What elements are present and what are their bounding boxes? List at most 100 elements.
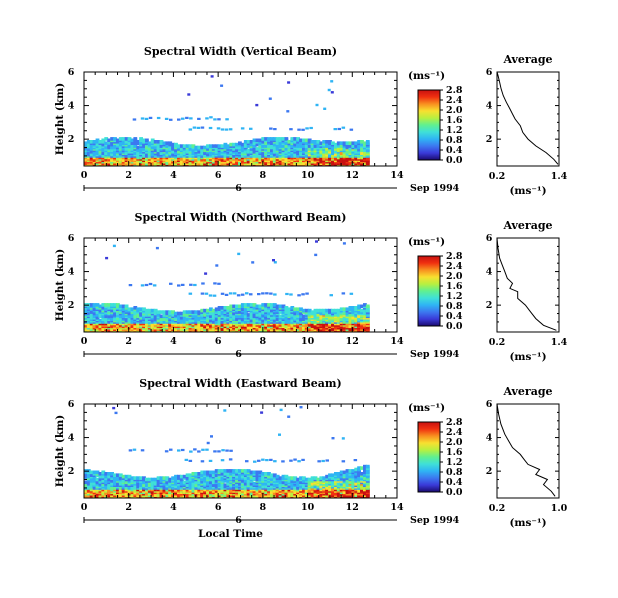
heatmap-cell [272, 316, 277, 320]
heatmap-cell [252, 303, 257, 307]
heatmap-cell [316, 313, 321, 317]
heatmap-cell [269, 458, 273, 461]
heatmap-cell [217, 318, 222, 323]
heatmap-cell [339, 151, 344, 155]
heatmap-cell [204, 272, 208, 275]
heatmap-cell [209, 116, 213, 119]
heatmap-cell [267, 472, 271, 476]
heatmap-cell [104, 137, 109, 141]
heatmap-cell [313, 308, 318, 313]
heatmap-cell [287, 140, 292, 144]
heatmap-cell [261, 458, 265, 461]
heatmap-cell [203, 145, 207, 150]
heatmap-cell [238, 141, 242, 145]
heatmap-cell [116, 138, 120, 143]
heatmap-cell [142, 480, 146, 485]
heatmap-cell [255, 470, 260, 475]
heatmap-cell [261, 140, 266, 144]
heatmap-cell [319, 476, 324, 480]
heatmap-cell [365, 140, 370, 144]
heatmap-cell [206, 470, 210, 475]
heatmap-cell [171, 145, 175, 150]
avg-x-tick: 1.0 [551, 503, 568, 514]
heatmap-cell [319, 316, 324, 320]
heatmap-cell [360, 151, 364, 155]
heatmap-cell [162, 484, 167, 489]
heatmap-cell [321, 459, 325, 463]
heatmap-cell [118, 480, 123, 485]
heatmap-cell [213, 282, 217, 285]
heatmap-cell [201, 282, 205, 285]
heatmap-cell [206, 144, 210, 148]
heatmap-cell [226, 469, 231, 473]
heatmap-cell [316, 477, 321, 482]
heatmap-cell [182, 316, 187, 320]
heatmap-cell [177, 316, 181, 320]
heatmap-cell [273, 128, 277, 131]
heatmap-cell [240, 307, 245, 311]
heatmap-cell [118, 142, 123, 147]
heatmap-cell [243, 303, 248, 307]
heatmap-cell [210, 75, 214, 78]
heatmap-cell [334, 142, 338, 147]
heatmap-cell [121, 474, 126, 479]
date-day: 6 [235, 349, 242, 360]
heatmap-cell [142, 476, 146, 480]
heatmap-cell [333, 128, 337, 131]
heatmap-cell [354, 141, 359, 145]
heatmap-cell [304, 477, 309, 482]
heatmap-cell [319, 484, 324, 489]
heatmap-cell [159, 140, 164, 144]
heatmap-cell [223, 306, 228, 310]
heatmap-cell [310, 310, 315, 314]
heatmap-cell [174, 474, 178, 479]
heatmap-cell [284, 144, 289, 148]
heatmap-cell [341, 437, 345, 440]
heatmap-cell [188, 310, 193, 314]
heatmap-cell [147, 483, 152, 487]
heatmap-cell [249, 314, 254, 319]
heatmap-cell [121, 304, 126, 309]
heatmap-cell [284, 150, 289, 154]
heatmap-cell [211, 470, 216, 475]
heatmap-cell [255, 138, 260, 143]
heatmap-cell [243, 469, 248, 473]
heatmap-cell [252, 482, 257, 486]
heatmap-cell [342, 141, 347, 145]
avg-profile-line [496, 71, 559, 165]
heatmap-cell [213, 118, 217, 121]
heatmap-cell [217, 316, 222, 320]
heatmap-cell [299, 480, 303, 485]
heatmap-cell [349, 292, 354, 295]
heatmap-cell [165, 141, 170, 145]
heatmap-cell [185, 310, 190, 314]
heatmap-cell [130, 141, 135, 145]
heatmap-cell [246, 303, 251, 307]
heatmap-cell [302, 314, 306, 319]
heatmap-cell [127, 307, 132, 311]
heatmap-cell [341, 126, 346, 129]
heatmap-cell [336, 141, 341, 145]
heatmap-cell [156, 140, 161, 144]
heatmap-cell [265, 292, 269, 295]
heatmap-cell [342, 311, 347, 316]
heatmap-cell [200, 470, 205, 475]
heatmap-cell [121, 137, 126, 141]
heatmap-cell [336, 308, 341, 313]
heatmap-cell [270, 145, 274, 150]
heatmap-cell [147, 477, 152, 482]
heatmap-cell [127, 474, 132, 479]
colorbar-tick: 2.4 [446, 95, 463, 106]
heatmap-cell [98, 140, 103, 144]
colorbar-tick: 0.8 [446, 301, 463, 312]
heatmap-cell [124, 304, 129, 309]
x-tick-label: 2 [125, 336, 132, 347]
heatmap-cell [162, 317, 167, 321]
heatmap-cell [325, 308, 329, 313]
heatmap-cell [145, 308, 149, 313]
heatmap-cell [223, 469, 228, 473]
heatmap-cell [203, 308, 207, 313]
heatmap-cell [185, 148, 190, 153]
heatmap-cell [275, 304, 280, 309]
heatmap-cell [210, 435, 213, 438]
